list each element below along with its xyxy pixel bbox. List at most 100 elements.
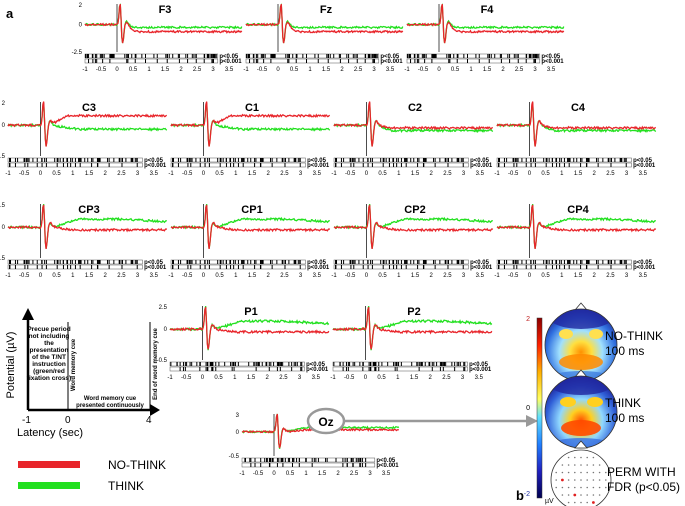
sig-mark bbox=[380, 158, 382, 162]
x-tick-label: -1 bbox=[5, 273, 11, 279]
topomap-nothink: NO-THINK 100 ms bbox=[544, 302, 663, 382]
sig-mark bbox=[237, 260, 239, 264]
sig-mark bbox=[276, 367, 278, 371]
electrode bbox=[592, 486, 595, 489]
sig-mark bbox=[276, 362, 278, 366]
x-tick-label: 0 bbox=[364, 375, 368, 381]
topomap-nose bbox=[574, 440, 588, 449]
sig-mark bbox=[255, 59, 257, 63]
sig-mark bbox=[588, 260, 590, 264]
sig-mark bbox=[130, 158, 132, 162]
x-tick-label: -1 bbox=[331, 273, 337, 279]
sig-mark bbox=[44, 158, 46, 162]
sig-mark bbox=[293, 458, 295, 462]
sig-mark bbox=[568, 265, 570, 269]
sig-mark bbox=[317, 54, 319, 58]
sig-mark bbox=[506, 158, 508, 162]
sig-mark bbox=[556, 260, 558, 264]
electrode bbox=[586, 456, 588, 459]
sig-mark bbox=[435, 54, 437, 58]
x-tick-label: -1 bbox=[239, 471, 245, 477]
y-tick-label: 2.5 bbox=[159, 305, 168, 311]
sig-mark bbox=[442, 362, 444, 366]
sig-mark bbox=[383, 158, 385, 162]
x-tick-label: 3.5 bbox=[639, 273, 648, 279]
sig-mark bbox=[266, 458, 268, 462]
sig-mark bbox=[67, 158, 69, 162]
sig-mark bbox=[276, 158, 278, 162]
y-tick-label: 0 bbox=[164, 327, 168, 333]
sig-mark bbox=[350, 260, 352, 264]
sig-mark bbox=[145, 54, 147, 58]
sig-mark bbox=[335, 458, 337, 462]
sig-mark bbox=[305, 458, 307, 462]
legend-label-think: THINK bbox=[108, 479, 144, 493]
sig-mark bbox=[620, 260, 622, 264]
sig-mark bbox=[454, 362, 456, 366]
sig-mark bbox=[293, 158, 295, 162]
y-tick-label: 0 bbox=[2, 225, 6, 231]
x-tick-label: 3 bbox=[299, 171, 303, 177]
sig-mark bbox=[305, 458, 307, 462]
sig-mark bbox=[563, 260, 565, 264]
sig-mark bbox=[449, 54, 451, 58]
schematic-tick-start: -1 bbox=[22, 415, 31, 426]
sig-mark bbox=[352, 458, 354, 462]
sig-mark bbox=[270, 260, 272, 264]
sig-mark bbox=[385, 260, 387, 264]
sig-mark bbox=[156, 59, 158, 63]
sig-mark bbox=[119, 260, 121, 264]
x-tick-label: 0 bbox=[115, 67, 119, 73]
sig-mark bbox=[362, 163, 364, 167]
sig-bar-p001 bbox=[241, 462, 376, 468]
sig-mark bbox=[345, 362, 347, 366]
sig-mark bbox=[24, 163, 26, 167]
sig-mark bbox=[597, 158, 599, 162]
schematic-xlabel: Latency (sec) bbox=[17, 427, 83, 439]
sig-mark bbox=[270, 59, 272, 63]
sig-mark bbox=[498, 265, 500, 269]
sig-mark bbox=[17, 260, 19, 264]
sig-mark bbox=[287, 54, 289, 58]
sig-mark bbox=[463, 367, 465, 371]
sig-mark bbox=[416, 362, 418, 366]
sig-mark bbox=[257, 59, 259, 63]
p05-label: p<0.05 bbox=[307, 260, 327, 266]
sig-mark bbox=[525, 59, 527, 63]
sig-mark bbox=[396, 163, 398, 167]
sig-mark bbox=[229, 260, 231, 264]
sig-mark bbox=[509, 59, 511, 63]
sig-mark bbox=[371, 265, 373, 269]
sig-mark bbox=[314, 54, 316, 58]
sig-mark bbox=[173, 260, 175, 264]
nothink-line bbox=[170, 204, 331, 249]
sig-mark bbox=[190, 265, 192, 269]
sig-mark bbox=[521, 260, 523, 264]
sig-mark bbox=[94, 54, 96, 58]
sig-mark bbox=[440, 362, 442, 366]
sig-mark bbox=[413, 158, 415, 162]
sig-mark bbox=[233, 163, 235, 167]
x-tick-label: -0.5 bbox=[345, 171, 356, 177]
electrode bbox=[580, 471, 582, 474]
sig-mark bbox=[516, 163, 518, 167]
x-tick-label: 0 bbox=[528, 171, 532, 177]
sig-mark bbox=[84, 260, 86, 264]
sig-mark bbox=[372, 54, 374, 58]
x-tick-label: 3 bbox=[625, 273, 629, 279]
sig-mark bbox=[243, 158, 245, 162]
sig-mark bbox=[388, 163, 390, 167]
sig-mark bbox=[288, 54, 290, 58]
sig-mark bbox=[354, 54, 356, 58]
x-tick-label: 1 bbox=[234, 171, 238, 177]
panel-c1: C1 p<0.05p<0.001 -1 -0.5 0 0.5 1 1.5 2 2.5 3 3.5 bbox=[168, 101, 331, 177]
sig-mark bbox=[546, 260, 548, 264]
sig-mark bbox=[265, 362, 267, 366]
p05-label: p<0.05 bbox=[306, 362, 326, 368]
sig-mark bbox=[291, 362, 293, 366]
sig-mark bbox=[537, 54, 539, 58]
sig-mark bbox=[302, 54, 304, 58]
sig-mark bbox=[241, 260, 243, 264]
sig-mark bbox=[242, 163, 244, 167]
sig-mark bbox=[261, 260, 263, 264]
